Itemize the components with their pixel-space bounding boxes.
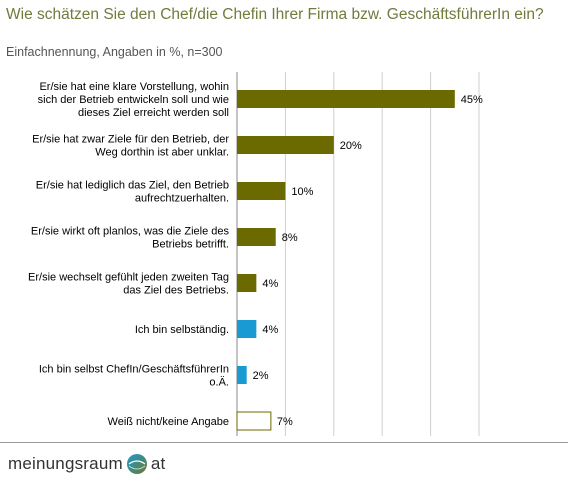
- globe-icon: [126, 454, 147, 474]
- chart-subtitle: Einfachnennung, Angaben in %, n=300: [6, 45, 223, 59]
- category-label: Er/sie hat lediglich das Ziel, den Betri…: [36, 180, 229, 205]
- data-label: 7%: [277, 416, 293, 428]
- category-label-line: sich der Betrieb entwickeln soll und wie: [38, 94, 229, 106]
- bar-chart: 45% Er/sie hat eine klare Vorstellung, wo…: [28, 72, 483, 436]
- footer-divider: [0, 442, 568, 443]
- data-label: 20%: [340, 140, 362, 152]
- category-label: Ich bin selbständig.: [135, 324, 229, 336]
- bar: [237, 320, 257, 338]
- category-label-line: Ich bin selbst ChefIn/GeschäftsführerIn: [39, 364, 229, 376]
- category-label-line: Ich bin selbständig.: [135, 324, 229, 336]
- data-label: 4%: [262, 278, 278, 290]
- chart-title: Wie schätzen Sie den Chef/die Chefin Ihr…: [6, 6, 544, 23]
- data-label: 8%: [282, 232, 298, 244]
- category-label: Er/sie wechselt gefühlt jeden zweiten Ta…: [28, 272, 229, 297]
- bar: [237, 366, 247, 384]
- category-label: Er/sie wirkt oft planlos, was die Ziele …: [31, 226, 230, 251]
- category-label: Er/sie hat zwar Ziele für den Betrieb, d…: [32, 134, 229, 159]
- logo-text-left: meinungsraum: [8, 454, 123, 473]
- bar: [236, 411, 272, 431]
- logo: meinungsraum at: [8, 450, 165, 478]
- category-label-line: Betriebs betrifft.: [152, 239, 229, 251]
- category-label-line: Er/sie hat zwar Ziele für den Betrieb, d…: [32, 134, 229, 146]
- bar: [237, 228, 276, 246]
- logo-text-right: at: [150, 454, 166, 473]
- data-label: 45%: [461, 94, 483, 106]
- category-label: Ich bin selbst ChefIn/GeschäftsführerIn o…: [39, 364, 229, 389]
- bar: [237, 136, 334, 154]
- bar: [237, 182, 286, 200]
- category-label-line: Weg dorthin ist aber unklar.: [95, 147, 229, 159]
- category-label-line: aufrechtzuerhalten.: [135, 193, 229, 205]
- category-label-line: das Ziel des Betriebs.: [123, 285, 229, 297]
- bar: [237, 90, 455, 108]
- category-label-line: Weiß nicht/keine Angabe: [108, 416, 229, 428]
- data-label: 2%: [253, 370, 269, 382]
- category-label-line: Er/sie wechselt gefühlt jeden zweiten Ta…: [28, 272, 229, 284]
- data-label: 10%: [291, 186, 313, 198]
- category-label-line: Er/sie wirkt oft planlos, was die Ziele …: [31, 226, 230, 238]
- category-label: Er/sie hat eine klare Vorstellung, wohin…: [38, 81, 229, 119]
- category-label-line: dieses Ziel erreicht werden soll: [78, 107, 229, 119]
- bar: [237, 274, 257, 292]
- category-label-line: Er/sie hat lediglich das Ziel, den Betri…: [36, 180, 229, 192]
- category-label-line: Er/sie hat eine klare Vorstellung, wohin: [39, 81, 229, 93]
- category-label-line: o.Ä.: [209, 377, 229, 389]
- category-label: Weiß nicht/keine Angabe: [108, 416, 229, 428]
- data-label: 4%: [262, 324, 278, 336]
